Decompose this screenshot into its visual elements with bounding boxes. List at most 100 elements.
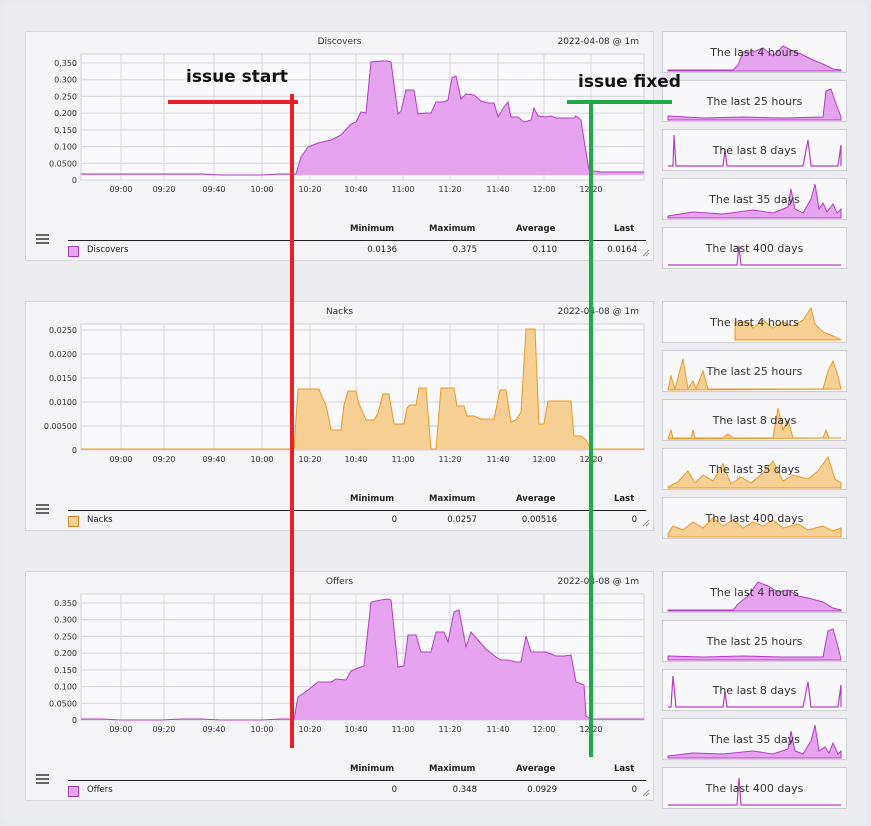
- x-tick-label: 09:00: [109, 725, 132, 734]
- stat-average: 0.110: [532, 245, 557, 255]
- stats-divider: [68, 510, 646, 511]
- x-tick-label: 11:20: [438, 455, 461, 464]
- x-tick-label: 10:00: [250, 455, 273, 464]
- x-tick-label: 12:00: [532, 725, 555, 734]
- offers-chart: 0.350 0.300 0.250 0.200 0.150 0.100 0.0500 0 09:…: [49, 593, 645, 734]
- x-tick-label: 11:20: [438, 725, 461, 734]
- hamburger-menu-icon[interactable]: [36, 234, 49, 244]
- y-tick-label: 0.200: [54, 649, 77, 658]
- thumb-discovers-25h[interactable]: The last 25 hours: [662, 80, 847, 122]
- thumb-offers-35d[interactable]: The last 35 days: [662, 718, 847, 760]
- thumb-nacks-35d[interactable]: The last 35 days: [662, 448, 847, 490]
- legend-label: Offers: [87, 785, 113, 795]
- thumb-nacks-25h[interactable]: The last 25 hours: [662, 350, 847, 392]
- issue-start-label: issue start: [186, 67, 288, 87]
- thumb-label: The last 25 hours: [706, 95, 803, 108]
- stats-header-max: Maximum: [429, 494, 476, 504]
- stat-minimum: 0.0136: [367, 245, 397, 255]
- y-tick-label: 0.300: [54, 76, 77, 85]
- y-tick-label: 0.0250: [49, 326, 77, 335]
- thumb-offers-25h[interactable]: The last 25 hours: [662, 620, 847, 662]
- issue-fixed-label: issue fixed: [578, 72, 681, 92]
- series-line: [81, 598, 644, 721]
- thumb-label: The last 4 hours: [710, 46, 799, 59]
- stats-header-min: Minimum: [350, 494, 395, 504]
- discovers-chart: 0.350 0.300 0.250 0.200 0.150 0.100 0.0500 0 09:…: [49, 53, 645, 194]
- x-tick-label: 09:40: [202, 185, 225, 194]
- y-tick-label: 0: [72, 446, 77, 455]
- y-tick-label: 0.300: [54, 616, 77, 625]
- panel-date: 2022-04-08 @ 1m: [557, 37, 639, 47]
- stats-header-avg: Average: [516, 494, 556, 504]
- resize-handle-icon[interactable]: [642, 249, 650, 257]
- thumb-nacks-400d[interactable]: The last 400 days: [662, 497, 847, 539]
- thumb-offers-400d[interactable]: The last 400 days: [662, 767, 847, 809]
- y-tick-label: 0.150: [54, 666, 77, 675]
- y-tick-label: 0.100: [54, 683, 77, 692]
- stat-last: 0.0164: [607, 245, 637, 255]
- stat-maximum: 0.375: [452, 245, 477, 255]
- x-tick-label: 11:00: [391, 725, 414, 734]
- x-tick-label: 11:00: [391, 455, 414, 464]
- y-tick-label: 0.0100: [49, 398, 77, 407]
- thumb-label: The last 25 hours: [706, 365, 803, 378]
- x-tick-label: 12:00: [532, 455, 555, 464]
- panel-title: Discovers: [317, 37, 362, 47]
- x-tick-label: 10:00: [250, 725, 273, 734]
- x-tick-label: 09:20: [152, 185, 175, 194]
- stats-header-last: Last: [614, 764, 635, 774]
- x-tick-label: 09:40: [202, 725, 225, 734]
- x-tick-label: 10:40: [344, 185, 367, 194]
- thumb-discovers-400d[interactable]: The last 400 days: [662, 227, 847, 269]
- panel-title: Offers: [325, 577, 354, 587]
- thumb-offers-8d[interactable]: The last 8 days: [662, 669, 847, 711]
- thumb-label: The last 35 days: [709, 463, 800, 476]
- x-tick-label: 11:20: [438, 185, 461, 194]
- resize-handle-icon[interactable]: [642, 519, 650, 527]
- thumb-label: The last 25 hours: [706, 635, 803, 648]
- stats-header-last: Last: [614, 494, 635, 504]
- stat-last: 0: [631, 785, 637, 795]
- y-tick-label: 0: [72, 176, 77, 185]
- thumb-offers-4h[interactable]: The last 4 hours: [662, 571, 847, 613]
- hamburger-menu-icon[interactable]: [36, 774, 49, 784]
- stat-maximum: 0.348: [452, 785, 477, 795]
- y-tick-label: 0.0150: [49, 374, 77, 383]
- thumb-label: The last 4 hours: [710, 586, 799, 599]
- thumb-discovers-8d[interactable]: The last 8 days: [662, 129, 847, 171]
- legend-swatch: [68, 246, 79, 257]
- thumb-discovers-4h[interactable]: The last 4 hours: [662, 31, 847, 73]
- stat-last: 0: [631, 515, 637, 525]
- thumb-nacks-8d[interactable]: The last 8 days: [662, 399, 847, 441]
- stats-header-max: Maximum: [429, 224, 476, 234]
- x-tick-label: 10:40: [344, 725, 367, 734]
- stat-average: 0.00516: [521, 515, 557, 525]
- x-tick-label: 09:20: [152, 455, 175, 464]
- panel-title: Nacks: [325, 307, 354, 317]
- stats-header-max: Maximum: [429, 764, 476, 774]
- legend-swatch: [68, 786, 79, 797]
- x-tick-label: 10:40: [344, 455, 367, 464]
- y-tick-label: 0.150: [54, 126, 77, 135]
- panel-date: 2022-04-08 @ 1m: [557, 577, 639, 587]
- y-tick-label: 0.00500: [44, 422, 77, 431]
- series-area: [81, 599, 644, 720]
- resize-handle-icon[interactable]: [642, 789, 650, 797]
- x-tick-label: 11:40: [486, 185, 509, 194]
- series-area: [81, 61, 644, 175]
- y-tick-label: 0.200: [54, 109, 77, 118]
- thumb-nacks-4h[interactable]: The last 4 hours: [662, 301, 847, 343]
- x-tick-label: 11:00: [391, 185, 414, 194]
- nacks-panel: 0.0250 0.0200 0.0150 0.0100 0.00500 0 09:00 09:…: [25, 301, 654, 531]
- thumb-label: The last 4 hours: [710, 316, 799, 329]
- thumb-label: The last 35 days: [709, 193, 800, 206]
- legend-label: Nacks: [87, 515, 113, 525]
- x-tick-label: 10:20: [298, 455, 321, 464]
- x-tick-label: 11:40: [486, 725, 509, 734]
- thumb-discovers-35d[interactable]: The last 35 days: [662, 178, 847, 220]
- thumb-label: The last 35 days: [709, 733, 800, 746]
- x-tick-label: 11:40: [486, 455, 509, 464]
- stats-divider: [68, 780, 646, 781]
- y-tick-label: 0.350: [54, 599, 77, 608]
- hamburger-menu-icon[interactable]: [36, 504, 49, 514]
